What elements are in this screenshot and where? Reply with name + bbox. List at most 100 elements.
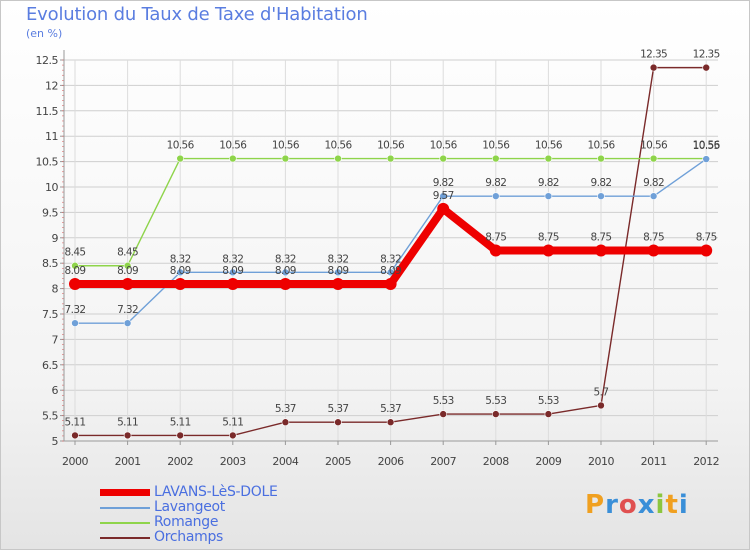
data-point bbox=[439, 192, 448, 200]
data-label: 10.56 bbox=[219, 140, 247, 152]
data-label: 5.53 bbox=[538, 395, 559, 407]
data-point bbox=[176, 154, 184, 163]
data-point bbox=[491, 154, 500, 163]
data-label: 10.56 bbox=[430, 140, 458, 152]
data-point bbox=[649, 154, 658, 163]
y-tick-label: 12.5 bbox=[36, 54, 59, 67]
data-point bbox=[332, 278, 344, 291]
data-label: 10.55 bbox=[693, 140, 720, 152]
y-tick-label: 10.5 bbox=[36, 156, 59, 169]
x-tick-label: 2003 bbox=[220, 455, 246, 468]
data-label: 8.09 bbox=[117, 265, 138, 277]
data-point bbox=[121, 278, 134, 291]
data-point bbox=[544, 410, 553, 418]
y-tick-label: 8.5 bbox=[42, 257, 58, 270]
data-label: 5.53 bbox=[485, 395, 506, 407]
data-point bbox=[281, 154, 290, 163]
data-label: 8.45 bbox=[65, 247, 86, 259]
data-label: 5.7 bbox=[594, 386, 609, 398]
y-tick-label: 11 bbox=[45, 130, 58, 143]
legend-swatch-orchamps bbox=[100, 537, 150, 539]
data-label: 10.56 bbox=[324, 140, 352, 152]
data-point bbox=[229, 431, 237, 440]
y-tick-label: 7.5 bbox=[42, 308, 58, 321]
data-label: 8.32 bbox=[380, 253, 401, 265]
data-point bbox=[279, 278, 292, 291]
data-point bbox=[281, 418, 290, 427]
data-label: 12.35 bbox=[693, 49, 720, 61]
data-point bbox=[702, 63, 711, 72]
data-point bbox=[386, 418, 395, 427]
x-tick-label: 2006 bbox=[378, 455, 404, 468]
data-label: 8.09 bbox=[380, 265, 401, 277]
data-label: 9.82 bbox=[433, 177, 454, 189]
data-point bbox=[597, 154, 605, 163]
y-tick-label: 10 bbox=[45, 181, 58, 194]
data-label: 9.82 bbox=[538, 177, 559, 189]
data-point bbox=[489, 244, 502, 257]
legend-swatch-lavans bbox=[100, 489, 150, 496]
data-point bbox=[649, 63, 658, 72]
y-tick-label: 5.5 bbox=[42, 410, 58, 423]
data-point bbox=[597, 192, 605, 200]
data-label: 5.11 bbox=[117, 416, 138, 428]
x-tick-label: 2002 bbox=[167, 455, 193, 468]
chart-subtitle: (en %) bbox=[26, 27, 63, 40]
x-tick-label: 2010 bbox=[588, 455, 614, 468]
data-label: 8.75 bbox=[485, 232, 506, 244]
data-label: 5.37 bbox=[275, 403, 296, 415]
data-label: 8.75 bbox=[696, 232, 717, 244]
data-label: 7.32 bbox=[65, 304, 86, 316]
y-tick-label: 9 bbox=[52, 232, 59, 245]
legend-swatch-romange bbox=[100, 522, 150, 524]
data-point bbox=[334, 418, 342, 427]
data-label: 10.56 bbox=[640, 140, 668, 152]
x-tick-label: 2011 bbox=[641, 455, 667, 468]
data-point bbox=[439, 154, 448, 163]
data-label: 8.09 bbox=[328, 265, 349, 277]
data-label: 8.75 bbox=[643, 232, 664, 244]
data-point bbox=[542, 244, 555, 257]
proxiti-logo: Proxiti bbox=[585, 490, 689, 520]
y-tick-label: 6 bbox=[52, 384, 59, 397]
data-label: 10.56 bbox=[272, 140, 300, 152]
data-label: 9.82 bbox=[591, 177, 612, 189]
data-point bbox=[595, 244, 607, 257]
data-label: 8.32 bbox=[328, 253, 349, 265]
data-point bbox=[123, 431, 132, 440]
legend-label-lavans: LAVANS-LèS-DOLE bbox=[154, 484, 278, 500]
legend-swatch-lavangeot bbox=[100, 507, 150, 509]
x-tick-label: 2012 bbox=[693, 455, 719, 468]
data-point bbox=[226, 278, 239, 291]
data-label: 5.37 bbox=[380, 403, 401, 415]
x-tick-label: 2000 bbox=[62, 455, 88, 468]
data-label: 9.82 bbox=[485, 177, 506, 189]
data-label: 5.37 bbox=[328, 403, 349, 415]
data-label: 8.09 bbox=[65, 265, 86, 277]
data-label: 8.09 bbox=[275, 265, 296, 277]
data-label: 10.56 bbox=[167, 140, 195, 152]
data-label: 10.56 bbox=[693, 140, 721, 152]
y-tick-label: 7 bbox=[52, 333, 59, 346]
data-point bbox=[439, 410, 448, 418]
data-point bbox=[229, 268, 237, 277]
data-label: 9.82 bbox=[643, 177, 664, 189]
data-label: 8.32 bbox=[275, 253, 296, 265]
data-label: 9.57 bbox=[433, 190, 454, 202]
data-point bbox=[647, 244, 660, 257]
x-tick-label: 2005 bbox=[325, 455, 351, 468]
y-tick-label: 9.5 bbox=[42, 206, 58, 219]
x-tick-label: 2009 bbox=[535, 455, 561, 468]
x-tick-label: 2007 bbox=[430, 455, 456, 468]
data-label: 8.32 bbox=[170, 253, 191, 265]
data-point bbox=[334, 154, 342, 163]
data-point bbox=[700, 244, 713, 257]
y-tick-label: 5 bbox=[52, 435, 59, 448]
data-label: 7.32 bbox=[117, 304, 138, 316]
data-label: 5.11 bbox=[170, 416, 191, 428]
data-point bbox=[334, 268, 342, 277]
data-label: 10.56 bbox=[377, 140, 405, 152]
data-point bbox=[384, 278, 397, 291]
